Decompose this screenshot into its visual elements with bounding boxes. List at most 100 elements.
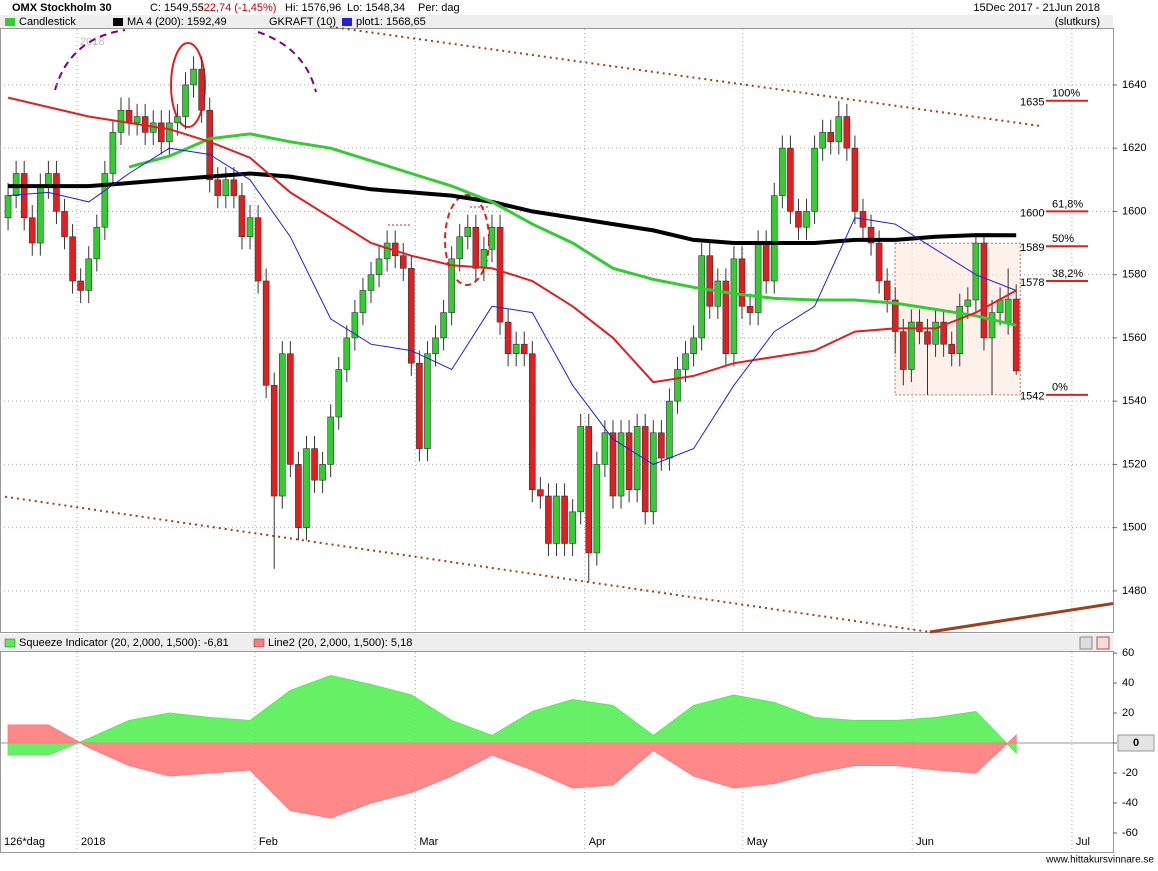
legend-label: Line2 (20, 2,000, 1,500): 5,18 <box>268 637 412 649</box>
fib-value: 1578 <box>1020 277 1044 289</box>
candle-body <box>4 195 12 219</box>
candle-body <box>674 369 681 402</box>
candle-body <box>891 299 899 332</box>
candle-body <box>706 255 714 307</box>
candle-body <box>972 242 980 301</box>
legend-swatch <box>113 18 123 26</box>
y-tick-label: 0 <box>1133 737 1139 749</box>
y-tick-label: -20 <box>1122 767 1138 779</box>
y-tick-label: 1500 <box>1122 522 1146 534</box>
candle-body <box>529 353 536 490</box>
candle-body <box>303 448 310 528</box>
candle-body <box>230 179 238 196</box>
candle-body <box>311 448 318 481</box>
candle-body <box>843 116 851 149</box>
indicator-line <box>8 171 1017 245</box>
candle-body <box>375 258 383 275</box>
candle-body <box>803 211 810 228</box>
candle-body <box>883 280 891 301</box>
candle-body <box>988 312 996 339</box>
x-tick-label: Jul <box>1076 836 1090 848</box>
y-tick-label: 1540 <box>1122 395 1146 407</box>
price-type: (slutkurs) <box>1055 16 1100 28</box>
candle-body <box>980 242 988 339</box>
candle-body <box>633 426 641 490</box>
candle-body <box>569 511 576 544</box>
candle-body <box>456 236 464 260</box>
candle-body <box>464 226 472 238</box>
y-tick-label: 1600 <box>1122 205 1146 217</box>
candle-body <box>327 416 334 465</box>
candle-body <box>625 432 633 490</box>
candle-body <box>125 109 133 124</box>
candle-body <box>537 489 544 497</box>
candle-body <box>174 116 181 124</box>
candle-body <box>109 132 117 174</box>
candle-body <box>262 280 270 386</box>
y-tick-label: 40 <box>1122 677 1134 689</box>
candle-body <box>359 290 367 313</box>
candle-body <box>190 68 197 86</box>
candle-body <box>198 68 205 111</box>
candle-body <box>940 321 947 345</box>
y-tick-label: 1520 <box>1122 458 1146 470</box>
candle-body <box>851 147 859 212</box>
indicator-line <box>128 132 1017 327</box>
candle-body <box>666 400 673 459</box>
candle-body <box>512 343 520 355</box>
candle-body <box>85 258 93 291</box>
candle-body <box>448 258 455 313</box>
candle-body <box>158 122 165 143</box>
candle-body <box>698 255 705 339</box>
y-tick-label: -60 <box>1122 827 1138 839</box>
candle-body <box>779 147 786 196</box>
candle-body <box>746 305 754 313</box>
candle-body <box>649 432 657 513</box>
fib-value: 1542 <box>1020 391 1044 403</box>
watermark-year: 2018 <box>80 36 104 48</box>
close-button[interactable] <box>1096 636 1110 650</box>
candle-body <box>37 185 44 244</box>
candle-body <box>520 343 528 355</box>
legend-label: MA 4 (200): 1592,49 <box>127 16 227 28</box>
legend-label: Candlestick <box>19 16 76 28</box>
candle-body <box>222 179 230 196</box>
candle-body <box>93 226 101 260</box>
y-tick-label: 1480 <box>1122 585 1146 597</box>
candle-body <box>440 312 447 339</box>
y-tick-label: 1560 <box>1122 332 1146 344</box>
period-label: 126*dag <box>4 836 45 848</box>
x-tick-label: Feb <box>259 836 278 848</box>
candle-body <box>295 464 302 528</box>
candle-body <box>553 495 560 544</box>
indicator-frame <box>0 651 1114 853</box>
candle-body <box>867 226 875 244</box>
candle-body <box>609 432 617 497</box>
candle-body <box>795 211 802 228</box>
candle-body <box>254 217 262 282</box>
candle-body <box>811 147 818 212</box>
candle-body <box>488 226 496 250</box>
main-frame <box>0 28 1114 633</box>
candle-body <box>561 495 568 544</box>
candle-body <box>714 280 722 307</box>
legend-swatch <box>5 18 15 26</box>
candle-body <box>690 337 697 355</box>
candle-body <box>617 432 625 497</box>
candle-body <box>601 432 609 465</box>
y-tick-label: 1640 <box>1122 79 1146 91</box>
candle-body <box>948 343 955 355</box>
fib-value: 1600 <box>1020 207 1044 219</box>
candle-body <box>875 242 883 282</box>
info: Per: dag <box>418 2 460 14</box>
candle-body <box>383 242 391 260</box>
candle-body <box>319 464 326 481</box>
y-tick-label: 60 <box>1122 647 1134 659</box>
fib-label: 50% <box>1052 233 1074 245</box>
candle-body <box>964 299 972 307</box>
legend-swatch <box>253 638 265 648</box>
zoom-button[interactable] <box>1079 636 1093 650</box>
candle-body <box>577 426 584 513</box>
candle-body <box>61 211 68 238</box>
legend-swatch <box>342 18 352 26</box>
